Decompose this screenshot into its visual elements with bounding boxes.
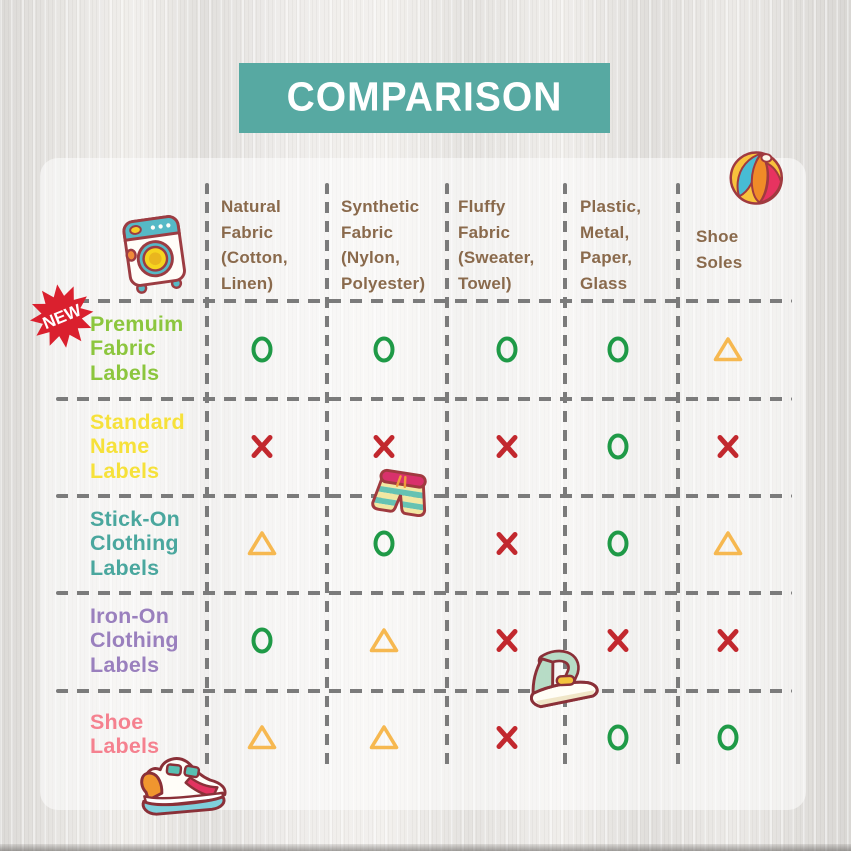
cell-r2-c2-cross: [371, 434, 397, 465]
cell-r1-c4-circle: [605, 334, 631, 370]
row-label-shoe-labels: Shoe Labels: [90, 710, 160, 759]
cell-r2-c4-circle: [605, 431, 631, 467]
cell-r5-c3-cross: [494, 725, 520, 756]
grid-line-horizontal-4: [56, 591, 792, 595]
cell-r3-c5-triangle: [713, 530, 744, 563]
cell-r4-c5-cross: [715, 628, 741, 659]
cell-r3-c3-cross: [494, 531, 520, 562]
cell-r3-c1-triangle: [247, 530, 278, 563]
cell-r3-c4-circle: [605, 528, 631, 564]
column-header-synthetic-fabric: Synthetic Fabric (Nylon, Polyester): [341, 197, 426, 293]
title-banner: COMPARISON: [239, 63, 610, 133]
cell-r4-c1-circle: [249, 625, 275, 661]
grid-line-vertical-5: [676, 183, 680, 766]
cell-r2-c3-cross: [494, 434, 520, 465]
grid-line-vertical-1: [205, 183, 209, 766]
cell-r1-c3-circle: [494, 334, 520, 370]
cell-r5-c4-circle: [605, 722, 631, 758]
column-header-plastic-metal: Plastic, Metal, Paper, Glass: [580, 197, 642, 293]
beach-ball-icon: [723, 145, 789, 216]
washing-machine-icon: [108, 207, 200, 306]
column-header-natural-fabric: Natural Fabric (Cotton, Linen): [221, 197, 288, 293]
grid-line-horizontal-2: [56, 397, 792, 401]
cell-r1-c2-circle: [371, 334, 397, 370]
grid-line-vertical-3: [445, 183, 449, 766]
row-label-iron-on: Iron-On Clothing Labels: [90, 604, 179, 677]
cell-r4-c2-triangle: [369, 627, 400, 660]
column-header-fluffy-fabric: Fluffy Fabric (Sweater, Towel): [458, 197, 535, 293]
bottom-edge-shadow: [0, 844, 851, 851]
cell-r4-c3-cross: [494, 628, 520, 659]
cell-r1-c5-triangle: [713, 336, 744, 369]
row-label-premium-fabric: Premuim Fabric Labels: [90, 312, 184, 385]
page-title: COMPARISON: [286, 75, 563, 120]
grid-line-horizontal-5: [56, 689, 792, 693]
grid-line-vertical-4: [563, 183, 567, 766]
grid-line-horizontal-1: [56, 299, 792, 303]
row-label-standard-name: Standard Name Labels: [90, 410, 185, 483]
new-badge: NEW: [23, 279, 102, 357]
cell-r5-c1-triangle: [247, 724, 278, 757]
cell-r5-c5-circle: [715, 722, 741, 758]
swim-shorts-icon: [361, 457, 440, 540]
sneaker-icon: [132, 749, 231, 824]
cell-r1-c1-circle: [249, 334, 275, 370]
row-label-stick-on: Stick-On Clothing Labels: [90, 507, 181, 580]
grid-line-vertical-2: [325, 183, 329, 766]
cell-r3-c2-circle: [371, 528, 397, 564]
cell-r2-c1-cross: [249, 434, 275, 465]
cell-r4-c4-cross: [605, 628, 631, 659]
cell-r5-c2-triangle: [369, 724, 400, 757]
iron-icon: [518, 646, 608, 729]
column-header-shoe-soles: Shoe Soles: [696, 227, 743, 272]
cell-r2-c5-cross: [715, 434, 741, 465]
